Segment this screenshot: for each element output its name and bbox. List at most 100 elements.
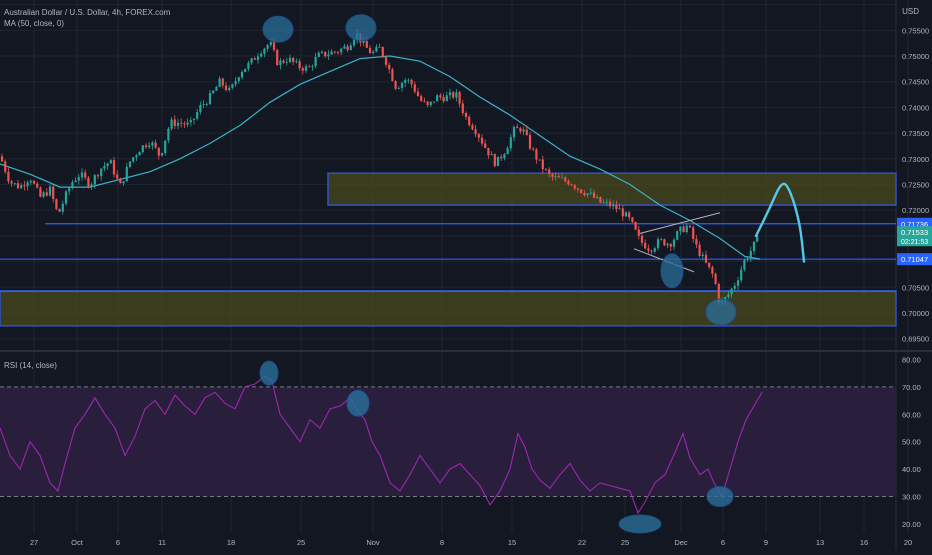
- candle-body-23: [74, 180, 77, 182]
- candle-body-118: [378, 46, 381, 48]
- candle-body-212: [679, 226, 682, 232]
- x-tick-0: 27: [30, 538, 38, 547]
- candle-body-69: [221, 78, 224, 86]
- candle-body-61: [196, 112, 199, 119]
- rsi-tick-2: 40.00: [902, 465, 921, 474]
- rsi-band-fill: [0, 386, 896, 497]
- candle-body-194: [621, 208, 624, 217]
- candle-body-41: [132, 157, 135, 162]
- candle-body-106: [340, 48, 343, 53]
- price-tick-7: 0.73000: [902, 155, 929, 164]
- candle-body-16: [52, 186, 55, 200]
- candle-body-108: [346, 46, 349, 51]
- candle-body-131: [420, 96, 423, 101]
- candle-body-65: [208, 93, 212, 105]
- candle-body-55: [176, 122, 180, 126]
- candle-body-227: [727, 294, 730, 298]
- candle-body-38: [122, 181, 125, 184]
- candle-body-5: [16, 183, 20, 189]
- candle-body-99: [317, 52, 320, 58]
- candle-body-15: [48, 186, 52, 196]
- candle-body-166: [532, 148, 535, 150]
- rsi-marker-0: [259, 360, 279, 386]
- candle-body-77: [247, 62, 250, 69]
- candle-body-3: [10, 181, 13, 184]
- candle-body-68: [218, 78, 221, 88]
- ma-line: [0, 55, 761, 260]
- candle-body-168: [538, 159, 541, 161]
- candle-body-188: [602, 202, 605, 204]
- candle-body-207: [663, 239, 666, 246]
- candle-body-42: [135, 155, 138, 158]
- rsi-tick-4: 60.00: [902, 410, 921, 419]
- candle-body-206: [660, 239, 663, 240]
- candle-body-165: [528, 134, 532, 149]
- candle-body-220: [704, 254, 708, 263]
- candle-body-60: [192, 118, 196, 120]
- candle-body-73: [234, 81, 237, 85]
- candle-body-128: [410, 79, 413, 85]
- price-marker-1: [345, 14, 377, 42]
- candle-body-155: [496, 156, 500, 167]
- candle-body-34: [109, 160, 112, 164]
- candle-body-167: [535, 149, 538, 160]
- candle-body-130: [416, 91, 420, 97]
- currency-label: USD: [902, 7, 919, 16]
- x-tick-1: Oct: [71, 538, 84, 547]
- candle-body-153: [490, 154, 493, 156]
- price-tick-9: 0.74000: [902, 103, 929, 112]
- candle-body-104: [333, 51, 336, 53]
- candle-body-123: [394, 80, 397, 89]
- candle-body-208: [666, 243, 669, 246]
- drawings: [262, 14, 806, 326]
- x-tick-8: 15: [508, 538, 516, 547]
- current-price-text: 0.71533: [901, 228, 928, 237]
- candle-body-75: [240, 71, 244, 78]
- candle-body-218: [698, 244, 701, 256]
- candle-body-184: [589, 192, 592, 194]
- candle-body-217: [695, 238, 698, 245]
- candle-body-85: [272, 42, 276, 50]
- candle-body-183: [586, 193, 589, 196]
- candle-body-26: [84, 172, 87, 178]
- candle-body-126: [404, 80, 407, 83]
- candle-body-21: [68, 188, 71, 192]
- candle-body-57: [183, 123, 186, 125]
- candle-body-107: [343, 46, 346, 49]
- candle-body-80: [256, 56, 260, 60]
- candle-body-160: [512, 126, 516, 138]
- candle-body-53: [170, 119, 173, 129]
- rsi-tick-3: 50.00: [902, 438, 921, 447]
- candle-body-46: [148, 145, 151, 148]
- ma-path: [0, 55, 761, 260]
- x-tick-4: 18: [227, 538, 235, 547]
- rsi-marker-2: [706, 486, 734, 508]
- candle-body-121: [388, 64, 391, 70]
- candle-body-173: [554, 176, 557, 177]
- candle-body-56: [180, 122, 183, 124]
- candle-body-137: [439, 95, 442, 98]
- candle-body-10: [32, 180, 36, 184]
- rsi-path: [0, 375, 763, 515]
- candle-body-64: [205, 104, 208, 105]
- zones: [0, 172, 897, 327]
- candle-body-14: [45, 192, 48, 196]
- projection-path: [754, 182, 806, 263]
- candle-body-9: [29, 180, 32, 183]
- candle-body-20: [64, 191, 68, 204]
- level-badge-text-1: 0.71047: [901, 255, 928, 264]
- candle-body-189: [605, 201, 608, 203]
- candle-body-200: [640, 235, 644, 243]
- candle-body-50: [160, 152, 164, 156]
- current-price-badge: [897, 226, 932, 247]
- candle-body-215: [688, 225, 692, 228]
- candle-body-136: [436, 95, 439, 102]
- x-tick-10: 25: [621, 538, 629, 547]
- candle-body-219: [701, 254, 704, 256]
- candle-body-234: [749, 250, 752, 259]
- candle-body-101: [324, 51, 327, 57]
- candle-body-147: [471, 125, 474, 130]
- candle-body-32: [103, 166, 106, 169]
- candle-body-103: [330, 51, 333, 55]
